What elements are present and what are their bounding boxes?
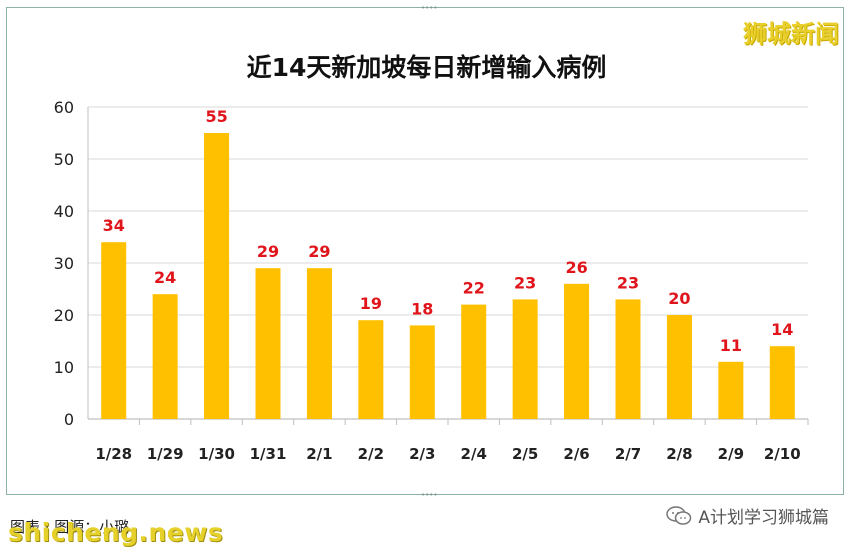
x-tick-label: 2/10 bbox=[764, 445, 801, 463]
y-tick-label: 30 bbox=[54, 254, 74, 273]
data-label: 23 bbox=[514, 273, 536, 292]
x-tick-label: 2/5 bbox=[512, 445, 538, 463]
bar bbox=[461, 304, 487, 419]
x-tick-label: 1/29 bbox=[147, 445, 184, 463]
brand-watermark: 狮城新闻 bbox=[743, 20, 839, 48]
x-tick-label: 2/3 bbox=[409, 445, 435, 463]
x-tick-label: 2/4 bbox=[461, 445, 487, 463]
bar bbox=[718, 361, 744, 419]
data-label: 29 bbox=[257, 242, 279, 261]
x-tick-label: 1/31 bbox=[250, 445, 287, 463]
bar bbox=[306, 268, 332, 419]
y-tick-label: 40 bbox=[54, 202, 74, 221]
bar bbox=[409, 325, 435, 419]
y-tick-label: 50 bbox=[54, 150, 74, 169]
data-label: 19 bbox=[360, 294, 382, 313]
x-tick-label: 2/6 bbox=[563, 445, 589, 463]
bar bbox=[101, 242, 127, 419]
data-label: 34 bbox=[103, 216, 125, 235]
bar bbox=[358, 320, 384, 419]
x-tick-label: 2/7 bbox=[615, 445, 641, 463]
data-label: 23 bbox=[617, 273, 639, 292]
bar bbox=[666, 315, 692, 419]
site-brand: shicheng.news bbox=[8, 518, 224, 547]
bar bbox=[769, 346, 795, 419]
bar bbox=[204, 133, 230, 419]
x-tick-label: 2/8 bbox=[666, 445, 692, 463]
x-tick-label: 2/2 bbox=[358, 445, 384, 463]
x-tick-label: 2/1 bbox=[306, 445, 332, 463]
data-label: 11 bbox=[720, 336, 742, 355]
y-tick-label: 20 bbox=[54, 306, 74, 325]
data-label: 24 bbox=[154, 268, 176, 287]
y-tick-label: 60 bbox=[54, 98, 74, 117]
bar bbox=[512, 299, 538, 419]
data-label: 14 bbox=[771, 320, 793, 339]
chart-title: 近14天新加坡每日新增输入病例 bbox=[246, 53, 607, 82]
y-tick-label: 10 bbox=[54, 358, 74, 377]
resize-handle-bottom[interactable]: •••• bbox=[421, 491, 438, 499]
bar bbox=[615, 299, 641, 419]
bar bbox=[255, 268, 281, 419]
data-label: 22 bbox=[463, 279, 485, 298]
data-label: 18 bbox=[411, 299, 433, 318]
data-label: 55 bbox=[205, 107, 227, 126]
x-tick-label: 1/30 bbox=[198, 445, 235, 463]
data-label: 26 bbox=[565, 258, 587, 277]
wechat-account[interactable]: A计划学习狮城篇 bbox=[666, 503, 829, 528]
bar bbox=[564, 283, 590, 419]
resize-handle-top[interactable]: •••• bbox=[421, 4, 438, 12]
image-caption: 图表 · 图源：小璐 bbox=[10, 518, 130, 536]
bar bbox=[152, 294, 178, 419]
data-label: 29 bbox=[308, 242, 330, 261]
data-label: 20 bbox=[668, 289, 690, 308]
wechat-icon bbox=[666, 505, 692, 526]
wechat-account-name: A计划学习狮城篇 bbox=[698, 508, 829, 528]
y-tick-label: 0 bbox=[64, 410, 74, 429]
x-tick-label: 1/28 bbox=[95, 445, 132, 463]
x-tick-label: 2/9 bbox=[718, 445, 744, 463]
